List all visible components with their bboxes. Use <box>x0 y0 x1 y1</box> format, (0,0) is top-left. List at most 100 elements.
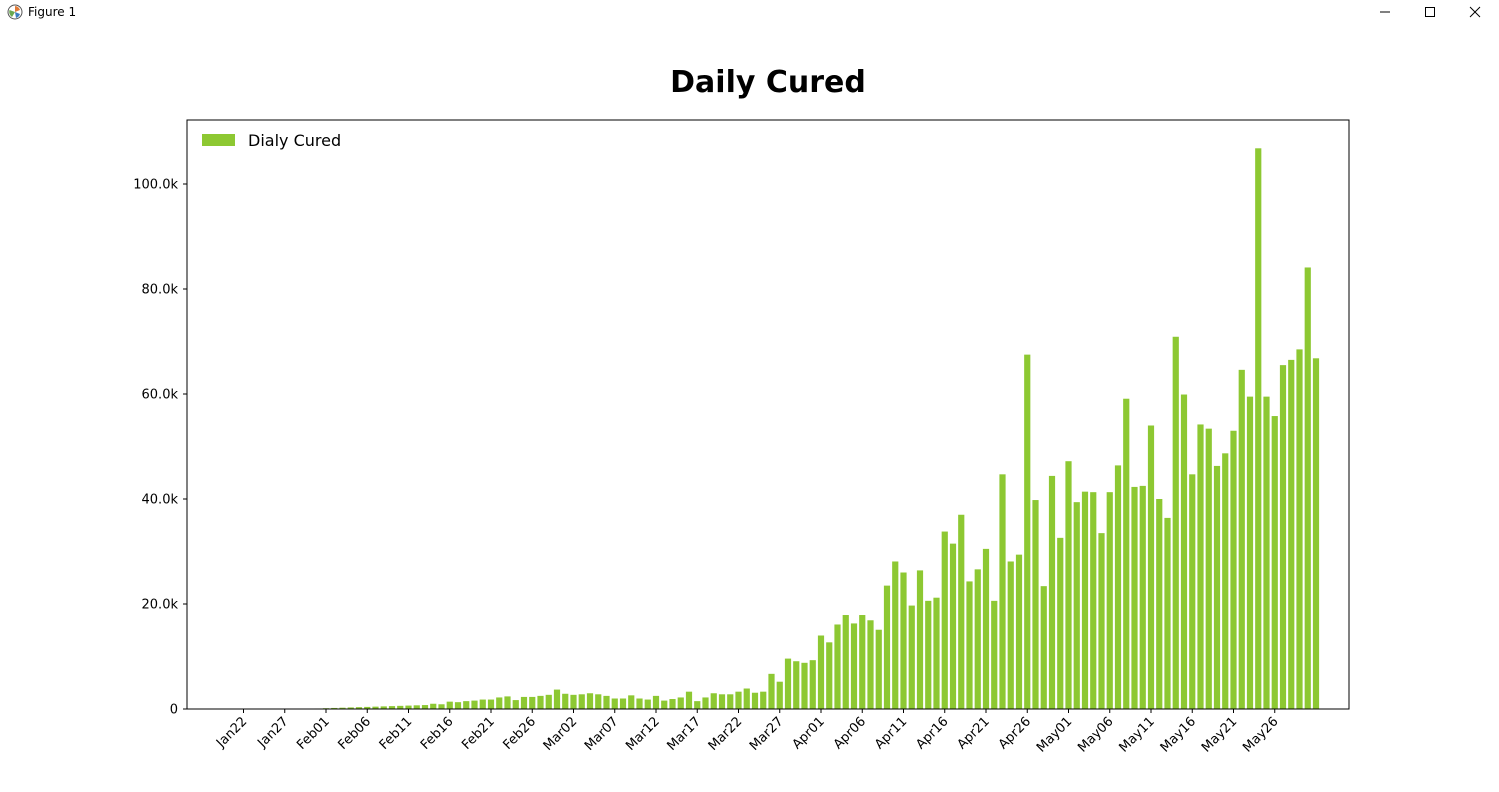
bar <box>661 700 668 709</box>
y-axis: 0 20.0k 40.0k 60.0k 80.0k 100.0k <box>133 178 187 718</box>
bar <box>405 705 412 709</box>
x-tick-label: Apr16 <box>913 714 951 752</box>
bar <box>644 699 651 709</box>
x-tick-label: May21 <box>1199 714 1240 755</box>
bar <box>1106 492 1113 709</box>
bar <box>578 694 585 709</box>
bar <box>883 585 891 710</box>
bar <box>446 701 453 709</box>
window-titlebar: Figure 1 <box>0 0 1499 26</box>
bar <box>438 704 445 709</box>
bar <box>1147 425 1155 709</box>
bar <box>355 707 363 709</box>
bar <box>702 697 709 709</box>
bar <box>372 706 379 709</box>
bar <box>1073 502 1080 709</box>
bar <box>1131 486 1138 709</box>
bar <box>454 702 462 709</box>
bar <box>603 695 610 710</box>
bar <box>1296 349 1303 710</box>
x-tick-label: Jan27 <box>254 714 291 751</box>
bar <box>553 689 561 710</box>
chart-title: Daily Cured <box>670 65 866 100</box>
bars-group <box>306 148 1320 710</box>
matplotlib-icon <box>7 4 23 20</box>
bar <box>652 695 660 710</box>
bar <box>1213 465 1221 709</box>
bar <box>1057 537 1064 709</box>
bar <box>520 696 528 709</box>
bar <box>1081 491 1089 709</box>
bar <box>826 642 833 709</box>
bar <box>1222 453 1229 709</box>
bar <box>380 706 387 710</box>
y-tick-label: 100.0k <box>133 178 178 193</box>
bar <box>991 600 998 709</box>
maximize-icon <box>1425 7 1435 17</box>
bar <box>339 707 346 709</box>
bar <box>908 605 915 710</box>
x-tick-label: May26 <box>1240 714 1281 755</box>
bar <box>933 597 940 709</box>
bar <box>512 700 519 710</box>
bar <box>1098 533 1105 710</box>
window-title: Figure 1 <box>28 5 77 19</box>
minimize-button[interactable] <box>1362 0 1408 24</box>
bar <box>1032 500 1039 709</box>
bar <box>694 701 701 710</box>
bar <box>966 581 973 709</box>
x-tick-label: May11 <box>1117 714 1158 755</box>
bar <box>537 695 544 710</box>
bar <box>611 698 618 709</box>
bar <box>834 624 841 710</box>
bar <box>900 572 907 709</box>
bar <box>850 623 858 709</box>
bar <box>413 705 420 710</box>
maximize-button[interactable] <box>1407 0 1453 24</box>
plot-frame <box>186 119 1350 710</box>
close-button[interactable] <box>1452 0 1498 24</box>
x-tick-label: Mar02 <box>541 714 581 754</box>
bar <box>504 696 511 709</box>
x-tick-label: Mar22 <box>706 714 746 754</box>
bar <box>859 615 866 709</box>
x-tick-label: May06 <box>1075 714 1116 755</box>
bar <box>669 699 676 709</box>
bar <box>570 694 577 710</box>
bar <box>776 681 783 709</box>
y-tick-label: 40.0k <box>142 493 179 508</box>
bar <box>925 600 932 709</box>
x-tick-label: Apr06 <box>831 714 869 752</box>
bar <box>685 691 693 709</box>
bar <box>1189 474 1196 709</box>
legend-label: Dialy Cured <box>248 131 341 150</box>
bar <box>958 514 965 709</box>
bar <box>1048 475 1056 709</box>
bar <box>1123 398 1130 709</box>
bar <box>397 705 404 709</box>
bar <box>347 707 354 709</box>
x-tick-label: Feb16 <box>418 714 457 753</box>
x-tick-label: Apr26 <box>996 714 1034 752</box>
bar <box>677 697 684 709</box>
x-tick-label: Apr01 <box>790 714 828 752</box>
bar <box>1164 517 1171 709</box>
bar <box>941 531 948 709</box>
bar <box>619 698 627 709</box>
bar <box>496 697 503 709</box>
x-tick-label: Feb11 <box>377 714 416 753</box>
bar <box>1180 394 1188 709</box>
bar <box>1304 267 1311 709</box>
bar <box>471 700 478 709</box>
bar <box>595 694 602 709</box>
bar <box>1156 499 1163 709</box>
bar <box>430 703 437 709</box>
x-tick-label: Jan22 <box>213 714 250 751</box>
y-tick-label: 60.0k <box>142 388 179 403</box>
bar <box>784 658 792 709</box>
bar <box>1114 465 1122 709</box>
legend: Dialy Cured <box>202 131 341 150</box>
bar <box>1197 424 1204 709</box>
bar <box>421 705 429 709</box>
bar <box>479 699 486 709</box>
